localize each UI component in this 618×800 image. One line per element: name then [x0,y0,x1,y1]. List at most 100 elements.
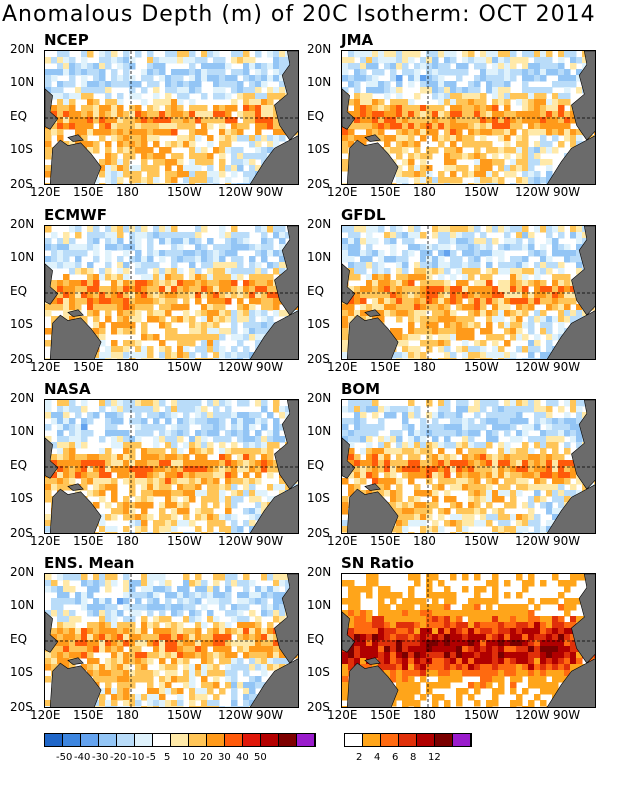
map-field [45,400,298,533]
land-mass-0 [45,611,59,653]
y-tick-label: 20N [307,391,332,405]
map-ens-mean [44,573,299,708]
land-mass-2 [364,657,381,665]
land-mass-2 [364,134,381,142]
x-tick-label: 180 [116,185,139,199]
x-tick-label: 150E [370,185,401,199]
y-tick-label: EQ [10,109,28,123]
y-tick-label: 20S [10,177,33,191]
snr-colorbar [344,733,472,747]
y-tick-label: 20N [307,42,332,56]
map-field [342,226,595,359]
y-tick-label: 10S [10,491,33,505]
y-tick-label: 20S [307,352,330,366]
x-tick-label: 120W [218,185,253,199]
map-field [342,51,595,184]
x-tick-label: 90W [256,534,284,548]
land-mass-0 [342,611,356,653]
colorbar-swatch [153,734,171,746]
x-tick-label: 90W [553,534,581,548]
y-tick-label: EQ [307,458,325,472]
chart-title: Anomalous Depth (m) of 20C Isotherm: OCT… [2,2,596,27]
map-sn-ratio [341,573,596,708]
x-tick-label: 150W [167,360,202,374]
x-tick-label: 120W [515,534,550,548]
colorbar-label: 6 [392,752,399,763]
y-tick-label: EQ [10,458,28,472]
panel-title: SN Ratio [341,554,414,572]
colorbar-label: 20 [200,752,213,763]
x-tick-label: 150E [73,708,104,722]
land-mass-1 [346,139,399,184]
x-tick-label: 120E [30,708,61,722]
land-mass-2 [364,483,381,491]
y-tick-label: 10N [10,598,35,612]
x-tick-label: 150W [464,185,499,199]
map-ecmwf [44,225,299,360]
panel-title: GFDL [341,206,386,224]
colorbar-swatch [171,734,189,746]
y-tick-label: 20N [307,217,332,231]
land-mass-4 [249,484,298,533]
y-tick-label: 10N [10,424,35,438]
colorbar-label: -50 [56,752,73,763]
x-tick-label: 120W [515,185,550,199]
colorbar-label: 8 [410,752,417,763]
y-tick-label: 10S [307,142,330,156]
y-tick-label: 20S [10,526,33,540]
colorbar-swatch [363,734,381,746]
x-tick-label: 180 [413,708,436,722]
colorbar-label: -20 [110,752,127,763]
y-tick-label: 20N [10,217,35,231]
land-mass-4 [546,658,595,707]
x-tick-label: 120E [327,708,358,722]
y-tick-label: 10S [307,317,330,331]
y-tick-label: 20N [10,42,35,56]
y-tick-label: 10S [307,491,330,505]
x-tick-label: 120E [327,185,358,199]
x-tick-label: 180 [116,360,139,374]
y-tick-label: 20N [307,565,332,579]
x-tick-label: 150W [167,708,202,722]
x-tick-label: 150E [370,708,401,722]
panel-title: BOM [341,380,381,398]
y-tick-label: 20S [10,700,33,714]
land-mass-1 [346,662,399,707]
colorbar-swatch [99,734,117,746]
y-tick-label: 20S [307,700,330,714]
x-tick-label: 120E [327,534,358,548]
x-tick-label: 180 [116,708,139,722]
x-tick-label: 90W [256,185,284,199]
x-tick-label: 120W [218,534,253,548]
colorbar-swatch [189,734,207,746]
land-mass-4 [249,310,298,359]
land-mass-4 [249,658,298,707]
y-tick-label: 20N [10,391,35,405]
y-tick-label: 10N [10,75,35,89]
land-mass-1 [346,488,399,533]
x-tick-label: 180 [413,185,436,199]
x-tick-label: 150E [73,185,104,199]
x-tick-label: 180 [413,534,436,548]
land-mass-2 [67,657,84,665]
x-tick-label: 180 [413,360,436,374]
colorbar-swatch [135,734,153,746]
y-tick-label: 10S [307,665,330,679]
y-tick-label: 10S [10,665,33,679]
anomaly-colorbar [44,733,316,747]
map-field [342,574,595,707]
land-mass-0 [342,263,356,305]
land-mass-4 [249,135,298,184]
colorbar-swatch [45,734,63,746]
y-tick-label: 20N [10,565,35,579]
colorbar-label: 2 [356,752,363,763]
colorbar-swatch [261,734,279,746]
colorbar-label: 5 [164,752,171,763]
x-tick-label: 120W [515,360,550,374]
panel-title: NCEP [44,31,89,49]
colorbar-swatch [63,734,81,746]
land-mass-0 [45,263,59,305]
land-mass-4 [546,484,595,533]
land-mass-1 [49,662,102,707]
land-mass-2 [67,483,84,491]
